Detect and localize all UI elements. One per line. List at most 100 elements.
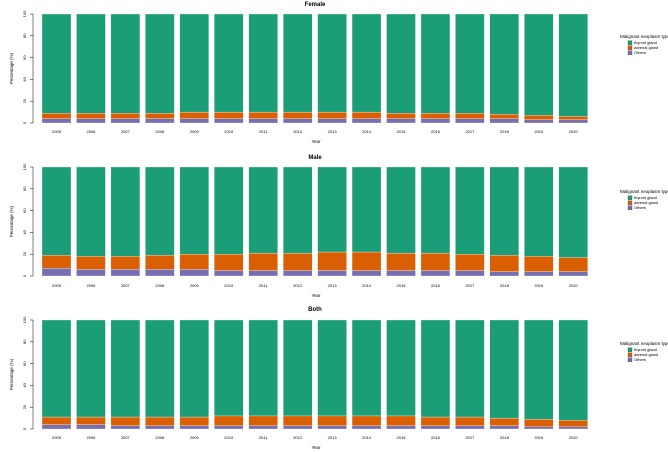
bar-others-2006 — [76, 118, 106, 124]
bar-thyroid-2019 — [524, 13, 554, 116]
bar-thyroid-2012 — [282, 13, 313, 113]
bar-thyroid-2014 — [351, 319, 382, 417]
bar-thyroid-2018 — [489, 166, 520, 256]
y-tick-label: 60 — [22, 208, 27, 213]
legend-swatch-adrenal — [627, 45, 633, 50]
y-tick-label: 80 — [22, 186, 27, 191]
y-tick-label: 0 — [22, 274, 27, 277]
bar-adrenal-2005 — [41, 416, 72, 425]
legend-label-adrenal: adrenal gland — [634, 352, 658, 357]
x-tick-label: 2018 — [500, 129, 510, 134]
bar-thyroid-2010 — [214, 166, 244, 255]
x-tick-label: 2019 — [534, 283, 544, 288]
bar-adrenal-2012 — [282, 252, 313, 271]
bar-others-2015 — [386, 118, 416, 124]
bar-adrenal-2010 — [214, 415, 244, 426]
bar-others-2009 — [179, 269, 209, 277]
bar-others-2008 — [145, 269, 175, 277]
chart-panel-both: Both 0 20 40 60 80 100 Percentage (%) 2005 2006 20… — [9, 307, 668, 450]
bar-others-2015 — [386, 270, 416, 277]
x-tick-label: 2018 — [500, 435, 510, 440]
bar-adrenal-2011 — [248, 111, 278, 119]
bar-others-2011 — [248, 425, 278, 430]
chart-title: Male — [308, 155, 322, 161]
x-tick-label: 2010 — [224, 435, 234, 440]
x-tick-label: 2011 — [259, 435, 268, 440]
legend-label-thyroid: thyroid gland — [634, 347, 657, 352]
y-tick-label: 40 — [22, 229, 27, 234]
bar-adrenal-2019 — [524, 419, 554, 427]
y-tick-label: 0 — [22, 427, 27, 430]
x-tick-label: 2007 — [121, 129, 131, 134]
bar-thyroid-2013 — [317, 166, 347, 253]
y-tick-label: 100 — [22, 10, 27, 17]
bar-thyroid-2020 — [558, 13, 588, 117]
bar-thyroid-2008 — [145, 13, 175, 114]
bar-others-2014 — [351, 270, 382, 277]
y-tick-label: 80 — [22, 33, 27, 38]
bar-others-2013 — [317, 118, 347, 124]
legend-title: Malignant neoplasm type — [620, 34, 668, 39]
bar-others-2013 — [317, 425, 347, 430]
bar-adrenal-2012 — [282, 111, 313, 119]
bar-thyroid-2010 — [214, 13, 244, 113]
legend-label-others: Others — [634, 357, 646, 362]
bar-thyroid-2007 — [110, 166, 141, 257]
x-tick-label: 2019 — [534, 129, 544, 134]
bar-thyroid-2017 — [455, 166, 485, 255]
bar-thyroid-2016 — [420, 13, 451, 114]
x-tick-label: 2019 — [534, 435, 544, 440]
bar-adrenal-2007 — [110, 113, 141, 119]
legend-swatch-thyroid — [627, 195, 633, 200]
x-tick-label: 2010 — [224, 129, 234, 134]
bar-adrenal-2018 — [489, 417, 520, 426]
bar-thyroid-2015 — [386, 319, 416, 417]
bar-thyroid-2010 — [214, 319, 244, 417]
bar-others-2010 — [214, 270, 244, 277]
x-tick-label: 2008 — [155, 283, 165, 288]
bar-thyroid-2016 — [420, 166, 451, 254]
y-tick-label: 40 — [22, 382, 27, 387]
bar-others-2006 — [76, 269, 106, 277]
x-tick-label: 2020 — [569, 129, 579, 134]
bar-others-2019 — [524, 426, 554, 430]
x-tick-label: 2015 — [397, 129, 407, 134]
x-tick-label: 2009 — [190, 129, 200, 134]
x-axis-label: Year — [311, 139, 321, 144]
bar-thyroid-2011 — [248, 13, 278, 113]
y-tick-label: 20 — [22, 98, 27, 103]
y-tick-label: 40 — [22, 76, 27, 81]
x-tick-label: 2017 — [465, 283, 475, 288]
bar-adrenal-2014 — [351, 111, 382, 119]
bar-adrenal-2009 — [179, 254, 209, 270]
y-tick-label: 100 — [22, 163, 27, 170]
bar-others-2017 — [455, 425, 485, 430]
bar-others-2010 — [214, 118, 244, 124]
bar-others-2015 — [386, 425, 416, 430]
legend-label-others: Others — [634, 205, 646, 210]
x-tick-label: 2011 — [259, 283, 268, 288]
bar-adrenal-2011 — [248, 415, 278, 426]
x-tick-label: 2018 — [500, 283, 510, 288]
bar-thyroid-2009 — [179, 13, 209, 113]
bar-thyroid-2011 — [248, 319, 278, 417]
bar-thyroid-2006 — [76, 166, 106, 257]
chart-panel-female: Female 0 20 40 60 80 100 Percentage (%) 2005 2006… — [9, 2, 668, 144]
x-tick-label: 2016 — [431, 129, 441, 134]
bar-others-2005 — [41, 118, 72, 124]
bar-others-2005 — [41, 268, 72, 277]
bar-adrenal-2014 — [351, 251, 382, 271]
bar-others-2016 — [420, 270, 451, 277]
bar-others-2017 — [455, 118, 485, 124]
bar-others-2007 — [110, 269, 141, 277]
x-tick-label: 2016 — [431, 283, 441, 288]
y-tick-label: 60 — [22, 361, 27, 366]
x-tick-label: 2013 — [328, 129, 338, 134]
x-tick-label: 2008 — [155, 435, 165, 440]
y-tick-label: 100 — [22, 316, 27, 323]
x-tick-label: 2014 — [362, 283, 372, 288]
bar-thyroid-2012 — [282, 319, 313, 417]
bar-adrenal-2016 — [420, 416, 451, 426]
